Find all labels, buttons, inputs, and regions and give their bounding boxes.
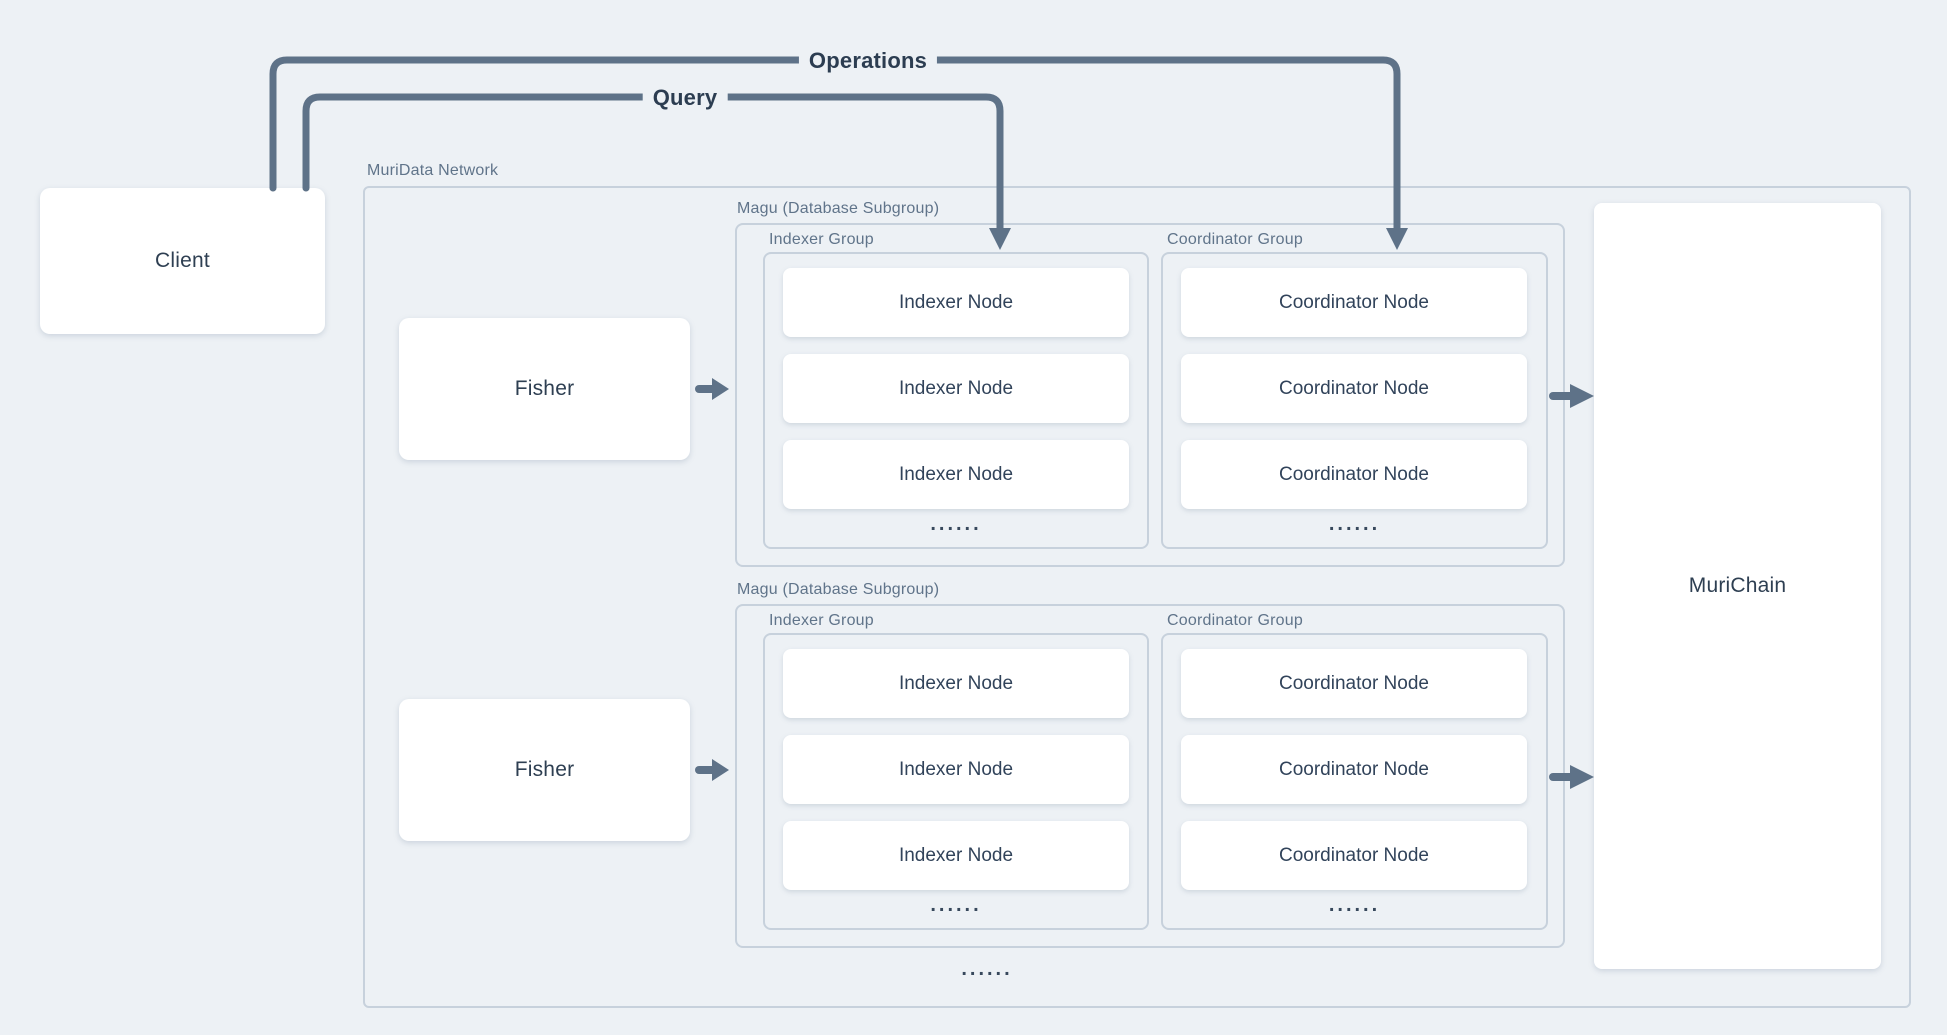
coordinator-group-1-label: Coordinator Group xyxy=(1167,231,1303,248)
magu-subgroup-1-label: Magu (Database Subgroup) xyxy=(737,200,940,217)
coordinator-group-2-label: Coordinator Group xyxy=(1167,612,1303,629)
coordinator-node-label: Coordinator Node xyxy=(1279,463,1429,485)
indexer-group-1-box: Indexer Node Indexer Node Indexer Node .… xyxy=(763,252,1149,549)
indexer-node-label: Indexer Node xyxy=(898,463,1014,485)
indexer-node-label: Indexer Node xyxy=(898,377,1014,399)
coordinator-node: Coordinator Node xyxy=(1181,649,1527,718)
coordinator-node-label: Coordinator Node xyxy=(1279,377,1429,399)
coordinator-node: Coordinator Node xyxy=(1181,354,1527,423)
indexer-group-2-box: Indexer Node Indexer Node Indexer Node .… xyxy=(763,633,1149,930)
coordinator-node: Coordinator Node xyxy=(1181,440,1527,509)
more-nodes-ellipsis: ...... xyxy=(1328,513,1381,535)
indexer-node-label: Indexer Node xyxy=(898,672,1014,694)
indexer-node-label: Indexer Node xyxy=(898,758,1014,780)
query-flow-label: Query xyxy=(642,85,728,111)
coordinator-group-2-box: Coordinator Node Coordinator Node Coordi… xyxy=(1161,633,1548,930)
indexer-group-1-label: Indexer Group xyxy=(769,231,874,248)
more-subgroups-ellipsis: ...... xyxy=(961,958,1013,980)
fisher-box-1: Fisher xyxy=(399,318,690,460)
more-nodes-ellipsis: ...... xyxy=(1328,894,1381,916)
coordinator-node-label: Coordinator Node xyxy=(1279,672,1429,694)
coordinator-node: Coordinator Node xyxy=(1181,735,1527,804)
coordinator-group-1-box: Coordinator Node Coordinator Node Coordi… xyxy=(1161,252,1548,549)
indexer-node: Indexer Node xyxy=(783,268,1129,337)
indexer-node: Indexer Node xyxy=(783,649,1129,718)
indexer-node: Indexer Node xyxy=(783,735,1129,804)
fisher-label: Fisher xyxy=(514,758,575,781)
coordinator-node-label: Coordinator Node xyxy=(1279,844,1429,866)
indexer-group-2-label: Indexer Group xyxy=(769,612,874,629)
fisher-label: Fisher xyxy=(514,377,575,400)
more-nodes-ellipsis: ...... xyxy=(930,894,982,916)
coordinator-node-label: Coordinator Node xyxy=(1279,291,1429,313)
coordinator-node-label: Coordinator Node xyxy=(1279,758,1429,780)
murichain-box: MuriChain xyxy=(1594,203,1881,969)
indexer-node: Indexer Node xyxy=(783,821,1129,890)
indexer-node: Indexer Node xyxy=(783,440,1129,509)
indexer-node: Indexer Node xyxy=(783,354,1129,423)
client-label: Client xyxy=(155,249,210,272)
muridata-network-label: MuriData Network xyxy=(367,162,499,179)
fisher-box-2: Fisher xyxy=(399,699,690,841)
more-nodes-ellipsis: ...... xyxy=(930,513,982,535)
indexer-node-label: Indexer Node xyxy=(898,844,1014,866)
indexer-node-label: Indexer Node xyxy=(898,291,1014,313)
murichain-label: MuriChain xyxy=(1688,574,1787,597)
client-box: Client xyxy=(40,188,325,334)
coordinator-node: Coordinator Node xyxy=(1181,821,1527,890)
operations-flow-label: Operations xyxy=(798,48,938,74)
coordinator-node: Coordinator Node xyxy=(1181,268,1527,337)
magu-subgroup-2-label: Magu (Database Subgroup) xyxy=(737,581,940,598)
